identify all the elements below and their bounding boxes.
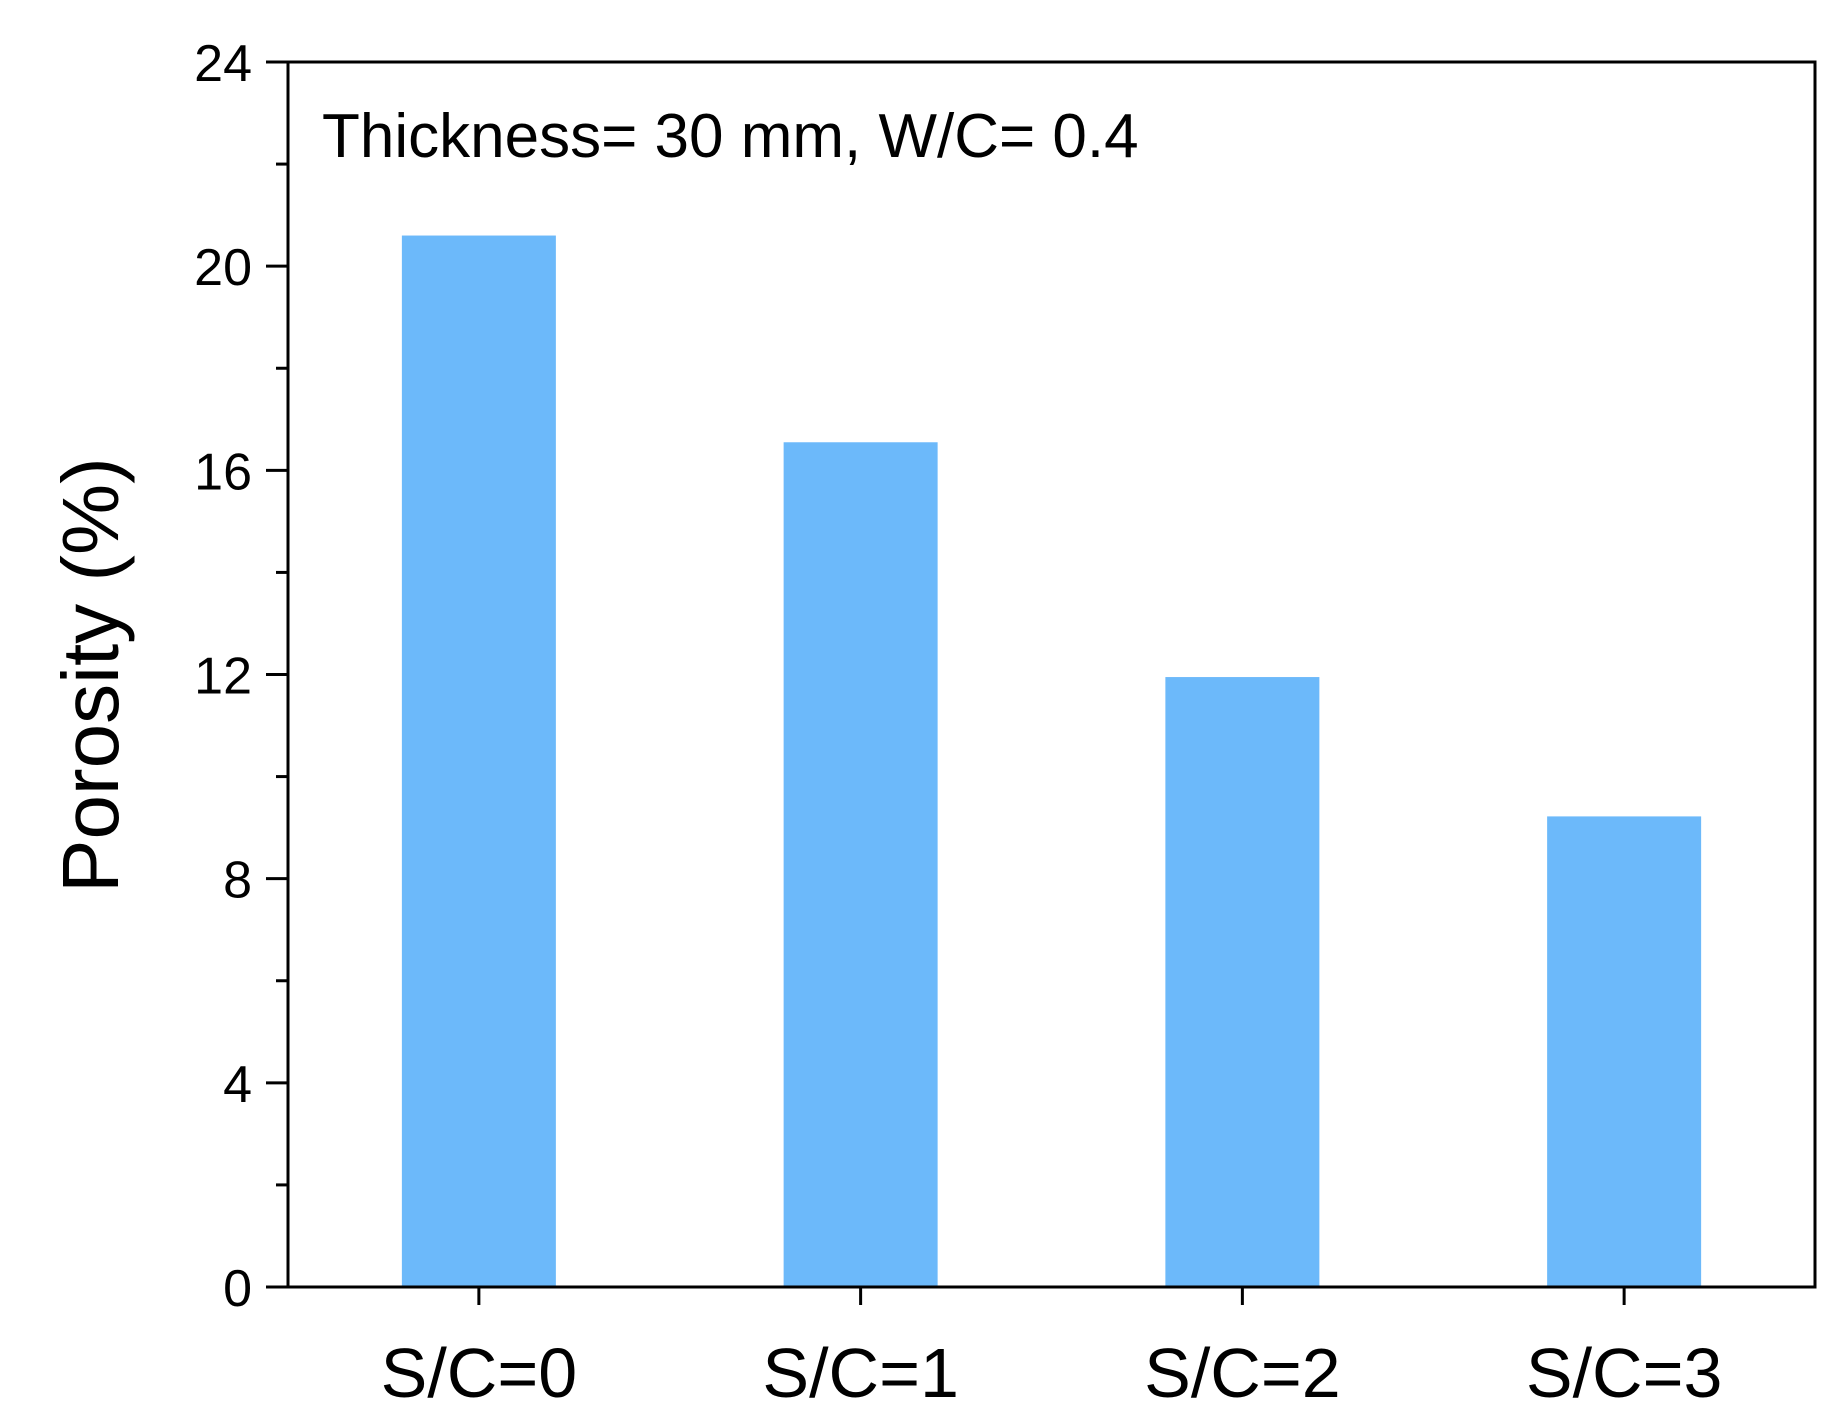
bar-3 xyxy=(1165,677,1320,1287)
bars-layer xyxy=(401,235,1702,1288)
y-tick-label: 20 xyxy=(194,239,252,297)
chart-annotation: Thickness= 30 mm, W/C= 0.4 xyxy=(322,102,1139,171)
y-axis-title: Porosity (%) xyxy=(46,457,135,893)
y-tick-label: 0 xyxy=(223,1260,252,1318)
y-tick-label: 12 xyxy=(194,648,252,706)
x-tick-label: S/C=0 xyxy=(381,1334,578,1412)
y-tick-label: 8 xyxy=(223,852,252,910)
ticks-layer: S/C=0 S/C=1 S/C=2 S/C=3 0 4 8 12 16 20 24 xyxy=(194,35,1722,1412)
x-tick-label: S/C=3 xyxy=(1526,1334,1723,1412)
y-tick-label: 4 xyxy=(223,1056,252,1114)
bar-4 xyxy=(1547,816,1702,1287)
x-tick-label: S/C=1 xyxy=(762,1334,959,1412)
y-tick-label: 16 xyxy=(194,443,252,501)
y-tick-label: 24 xyxy=(194,35,252,93)
bar-1 xyxy=(401,235,556,1288)
x-tick-label: S/C=2 xyxy=(1144,1334,1341,1412)
bar-2 xyxy=(783,442,938,1288)
